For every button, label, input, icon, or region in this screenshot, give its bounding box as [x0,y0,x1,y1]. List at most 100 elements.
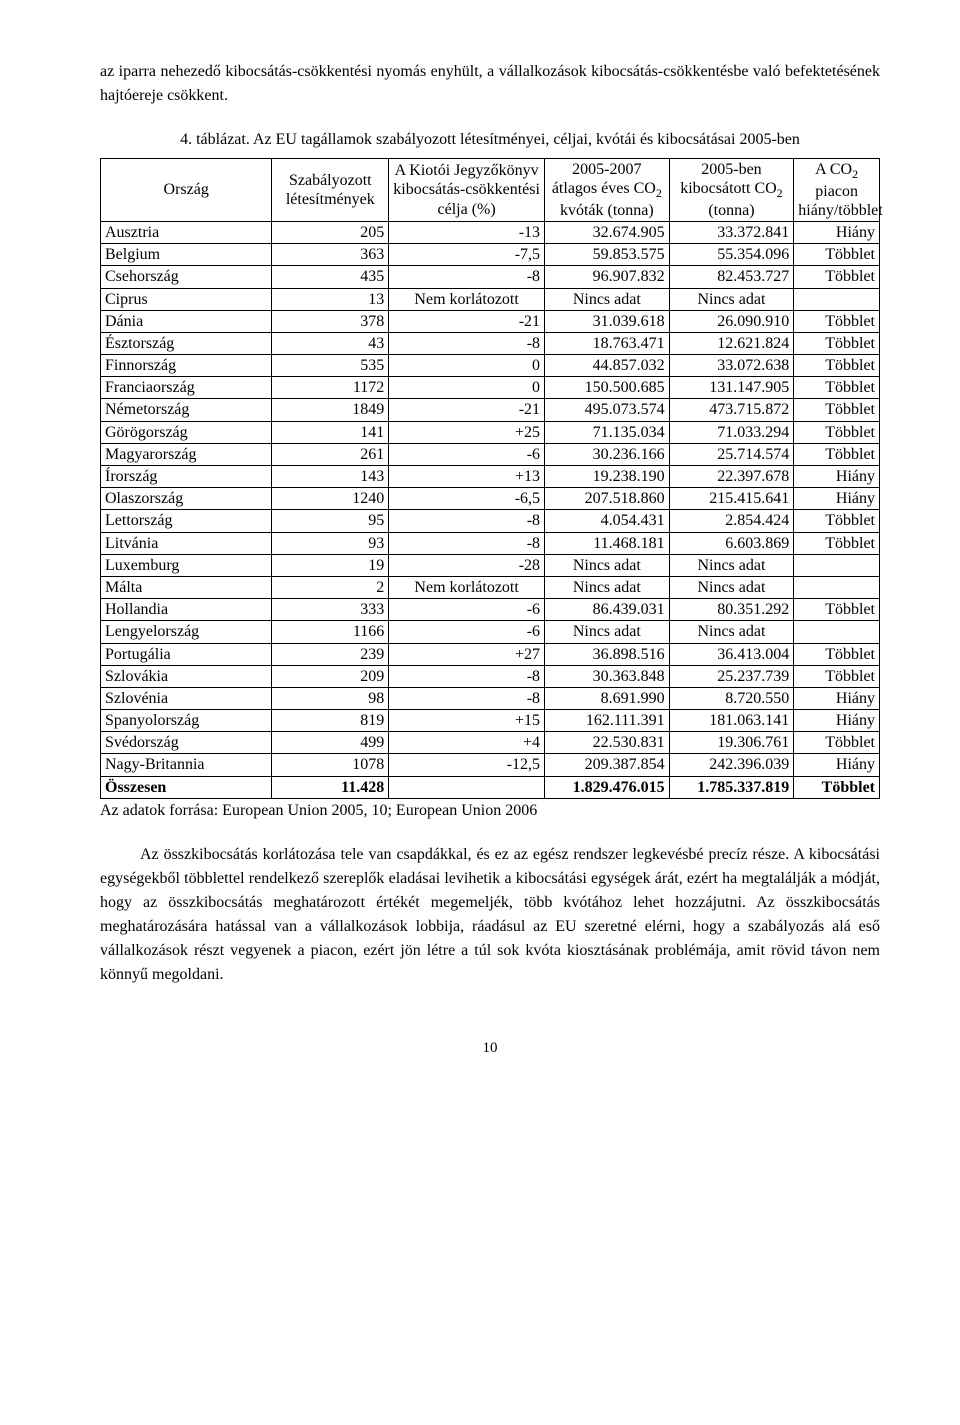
table-cell: +27 [389,643,545,665]
table-row: Portugália239+2736.898.51636.413.004Több… [101,643,880,665]
table-cell: 4.054.431 [545,510,670,532]
table-cell: -6 [389,443,545,465]
table-cell: -28 [389,554,545,576]
table-row: Ausztria205-1332.674.90533.372.841Hiány [101,221,880,243]
table-cell: 261 [272,443,389,465]
table-cell: -8 [389,665,545,687]
table-cell: 1240 [272,488,389,510]
table-cell: Többlet [794,532,880,554]
table-cell: Többlet [794,266,880,288]
table-cell: 86.439.031 [545,599,670,621]
table-cell: Nem korlátozott [389,288,545,310]
table-cell: Összesen [101,776,272,798]
table-cell: Litvánia [101,532,272,554]
table-cell: 82.453.727 [669,266,794,288]
header-balance: A CO2 piacon hiány/többlet [794,159,880,222]
table-cell: Nincs adat [669,288,794,310]
table-cell: 363 [272,244,389,266]
table-cell: -12,5 [389,754,545,776]
table-cell: 11.468.181 [545,532,670,554]
table-cell: Csehország [101,266,272,288]
table-cell: Többlet [794,510,880,532]
table-cell: Írország [101,466,272,488]
table-cell: Hiány [794,466,880,488]
table-cell: Többlet [794,332,880,354]
table-cell: 36.898.516 [545,643,670,665]
table-cell: 22.397.678 [669,466,794,488]
table-cell: -21 [389,399,545,421]
table-cell: Hiány [794,687,880,709]
table-cell: Lengyelország [101,621,272,643]
table-cell: 1849 [272,399,389,421]
table-cell: 71.033.294 [669,421,794,443]
table-cell [794,621,880,643]
table-cell: Nincs adat [545,576,670,598]
table-cell: Nincs adat [669,576,794,598]
table-cell: Többlet [794,377,880,399]
table-row: Belgium363-7,559.853.57555.354.096Többle… [101,244,880,266]
table-row: Spanyolország819+15162.111.391181.063.14… [101,710,880,732]
table-cell: 2.854.424 [669,510,794,532]
table-cell: Olaszország [101,488,272,510]
table-cell: Többlet [794,355,880,377]
table-cell: Dánia [101,310,272,332]
table-cell: Portugália [101,643,272,665]
table-cell: Málta [101,576,272,598]
data-table: Ország Szabályozott létesítmények A Kiot… [100,158,880,799]
table-cell: Nincs adat [545,554,670,576]
table-row: Málta2Nem korlátozottNincs adatNincs ada… [101,576,880,598]
table-cell [794,554,880,576]
table-cell: 1172 [272,377,389,399]
header-kyoto: A Kiotói Jegyzőkönyv kibocsátás-csökkent… [389,159,545,222]
table-cell: 95 [272,510,389,532]
table-cell: -6,5 [389,488,545,510]
table-cell: 495.073.574 [545,399,670,421]
table-cell: 25.237.739 [669,665,794,687]
table-cell: Nincs adat [545,621,670,643]
table-cell: 0 [389,355,545,377]
table-cell: -8 [389,510,545,532]
table-total-row: Összesen11.4281.829.476.0151.785.337.819… [101,776,880,798]
table-cell: 215.415.641 [669,488,794,510]
page-number: 10 [100,1037,880,1060]
table-cell: Többlet [794,421,880,443]
table-cell: 44.857.032 [545,355,670,377]
table-cell: 80.351.292 [669,599,794,621]
table-cell: Hiány [794,710,880,732]
table-cell: Többlet [794,776,880,798]
table-cell: 2 [272,576,389,598]
table-cell: -6 [389,621,545,643]
table-cell: 150.500.685 [545,377,670,399]
table-cell [794,288,880,310]
table-cell: -13 [389,221,545,243]
table-cell: 36.413.004 [669,643,794,665]
table-cell: 8.691.990 [545,687,670,709]
table-cell: Többlet [794,399,880,421]
table-cell [389,776,545,798]
table-cell: Finnország [101,355,272,377]
table-cell: 6.603.869 [669,532,794,554]
table-cell: +25 [389,421,545,443]
table-cell: 30.363.848 [545,665,670,687]
table-cell: 12.621.824 [669,332,794,354]
table-cell: Franciaország [101,377,272,399]
table-cell: 473.715.872 [669,399,794,421]
table-cell: 209.387.854 [545,754,670,776]
table-cell: 143 [272,466,389,488]
table-cell: 499 [272,732,389,754]
table-cell: 11.428 [272,776,389,798]
table-row: Nagy-Britannia1078-12,5209.387.854242.39… [101,754,880,776]
table-cell: Szlovákia [101,665,272,687]
table-cell: Észtország [101,332,272,354]
table-cell: Nincs adat [669,554,794,576]
table-cell: Többlet [794,310,880,332]
table-cell: Magyarország [101,443,272,465]
table-cell: Németország [101,399,272,421]
table-cell: 162.111.391 [545,710,670,732]
header-emitted: 2005-ben kibocsátott CO2 (tonna) [669,159,794,222]
table-cell: 55.354.096 [669,244,794,266]
table-cell: 98 [272,687,389,709]
table-cell: +15 [389,710,545,732]
table-cell: 209 [272,665,389,687]
table-cell: -8 [389,266,545,288]
